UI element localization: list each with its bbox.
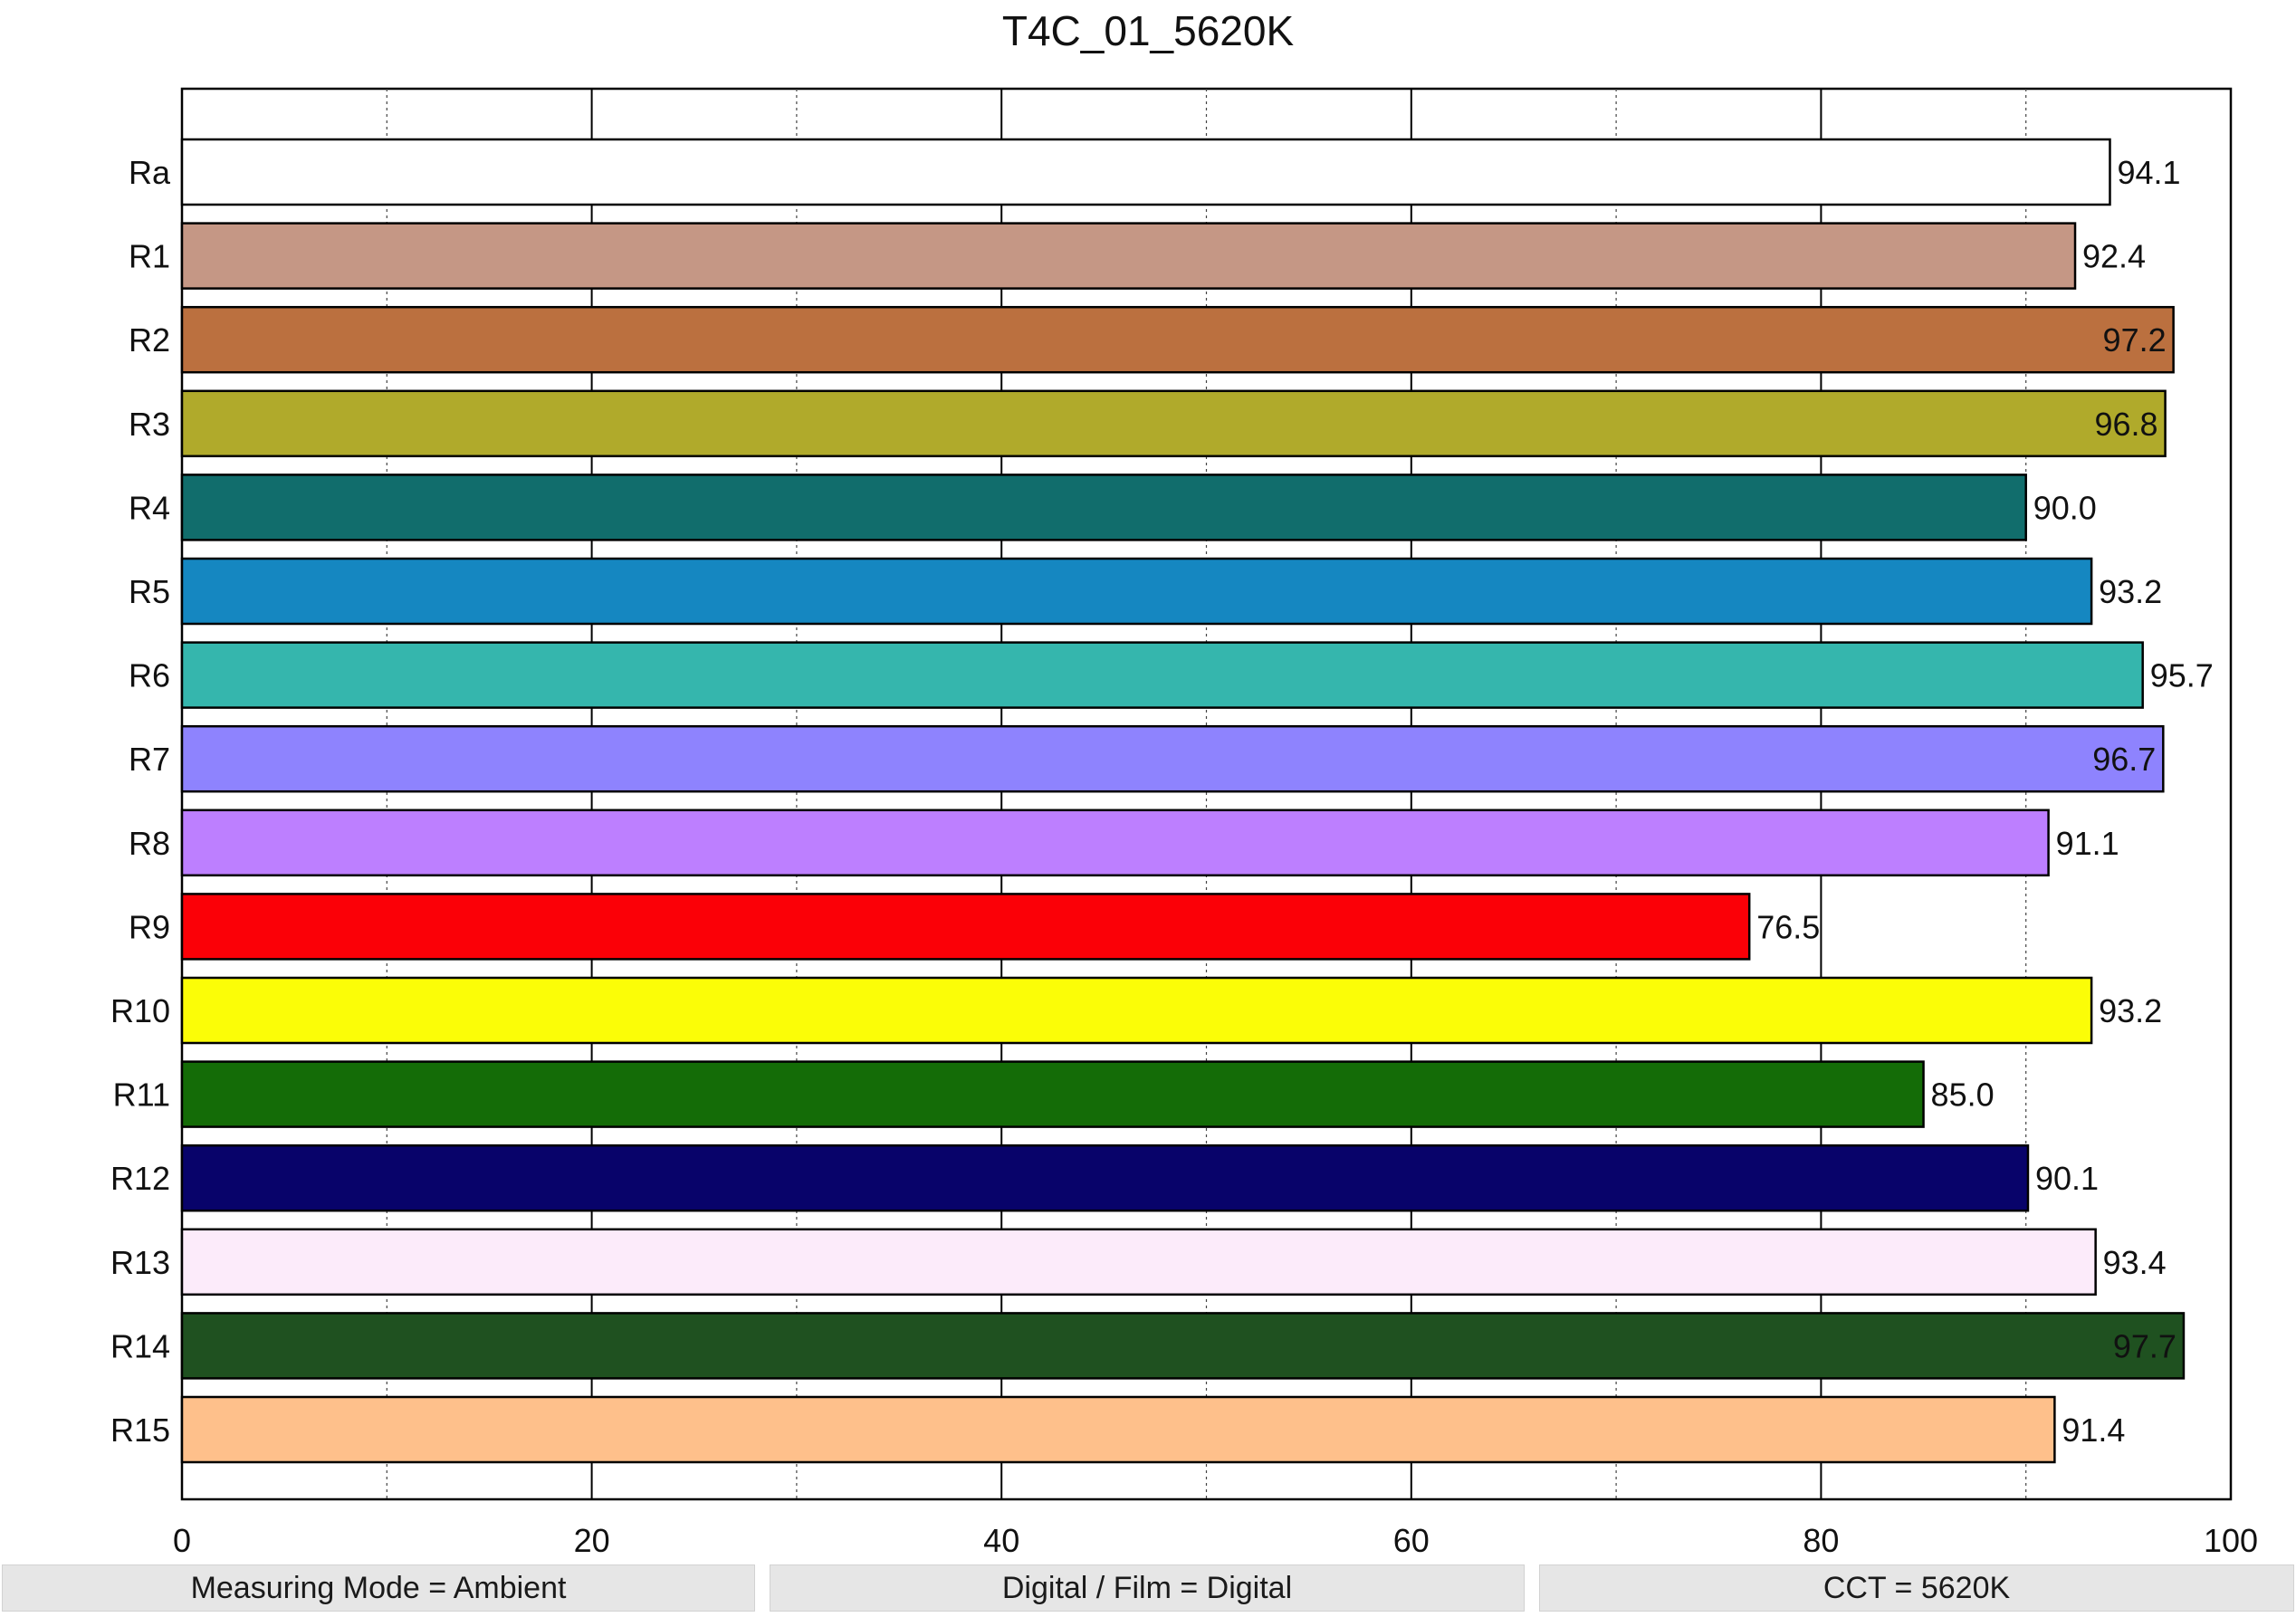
value-label: 90.1 bbox=[2035, 1160, 2099, 1197]
bar-r1 bbox=[180, 222, 2077, 290]
bar-r13 bbox=[180, 1228, 2097, 1296]
bar-r4 bbox=[180, 474, 2027, 541]
value-label: 97.2 bbox=[2103, 321, 2167, 359]
category-label: R1 bbox=[129, 238, 170, 275]
category-label: R3 bbox=[129, 406, 170, 443]
value-label: 91.1 bbox=[2056, 825, 2119, 862]
status-footer: Measuring Mode = Ambient Digital / Film … bbox=[0, 1564, 2296, 1617]
value-label: 91.4 bbox=[2062, 1411, 2125, 1449]
x-tick-label: 80 bbox=[1803, 1522, 1839, 1559]
category-label: R5 bbox=[129, 573, 170, 610]
category-label: R6 bbox=[129, 657, 170, 694]
chart-plot: T4C_01_5620K 0 20 40 60 80 100 Ra 94.1 R1 92.4 R2… bbox=[110, 7, 2258, 1559]
bar-r12 bbox=[180, 1143, 2030, 1212]
category-label: R8 bbox=[129, 825, 170, 862]
bar-r5 bbox=[180, 557, 2093, 626]
value-label: 94.1 bbox=[2117, 154, 2180, 191]
bar-r15 bbox=[180, 1395, 2056, 1464]
value-label: 90.0 bbox=[2033, 489, 2097, 526]
value-label: 95.7 bbox=[2150, 657, 2214, 694]
cct-field: CCT = 5620K bbox=[1539, 1564, 2294, 1612]
value-label: 97.7 bbox=[2113, 1327, 2176, 1364]
bar-ra bbox=[180, 138, 2111, 206]
bar-r9 bbox=[180, 893, 1751, 961]
category-label: R12 bbox=[110, 1160, 170, 1197]
category-label: R14 bbox=[110, 1327, 170, 1364]
value-label: 76.5 bbox=[1756, 908, 1820, 945]
bar-r7 bbox=[180, 724, 2165, 793]
category-label: R10 bbox=[110, 992, 170, 1029]
x-tick-label: 60 bbox=[1393, 1522, 1430, 1559]
x-tick-label: 0 bbox=[173, 1522, 191, 1559]
value-label: 93.2 bbox=[2099, 992, 2162, 1029]
value-label: 85.0 bbox=[1931, 1076, 1995, 1114]
bar-r6 bbox=[180, 641, 2144, 709]
value-label: 92.4 bbox=[2082, 238, 2146, 275]
category-label: R4 bbox=[129, 489, 170, 526]
bar-r11 bbox=[180, 1060, 1925, 1128]
measuring-mode-field: Measuring Mode = Ambient bbox=[2, 1564, 755, 1612]
bar-r3 bbox=[180, 389, 2167, 458]
category-label: R13 bbox=[110, 1244, 170, 1281]
category-label: R9 bbox=[129, 908, 170, 945]
value-label: 93.4 bbox=[2103, 1244, 2167, 1281]
bar-r14 bbox=[180, 1312, 2186, 1380]
category-label: R7 bbox=[129, 741, 170, 778]
bar-r10 bbox=[180, 976, 2093, 1045]
x-tick-label: 20 bbox=[574, 1522, 610, 1559]
digital-film-field: Digital / Film = Digital bbox=[770, 1564, 1525, 1612]
bar-r8 bbox=[180, 808, 2050, 877]
value-label: 93.2 bbox=[2099, 573, 2162, 610]
value-label: 96.8 bbox=[2095, 406, 2158, 443]
category-label: R15 bbox=[110, 1411, 170, 1449]
category-label: R2 bbox=[129, 321, 170, 359]
x-tick-label: 100 bbox=[2204, 1522, 2258, 1559]
category-label: Ra bbox=[129, 154, 171, 191]
category-label: R11 bbox=[113, 1076, 170, 1114]
chart-title: T4C_01_5620K bbox=[1002, 7, 1295, 54]
x-tick-label: 40 bbox=[983, 1522, 1019, 1559]
value-label: 96.7 bbox=[2092, 741, 2156, 778]
bar-r2 bbox=[180, 305, 2175, 374]
